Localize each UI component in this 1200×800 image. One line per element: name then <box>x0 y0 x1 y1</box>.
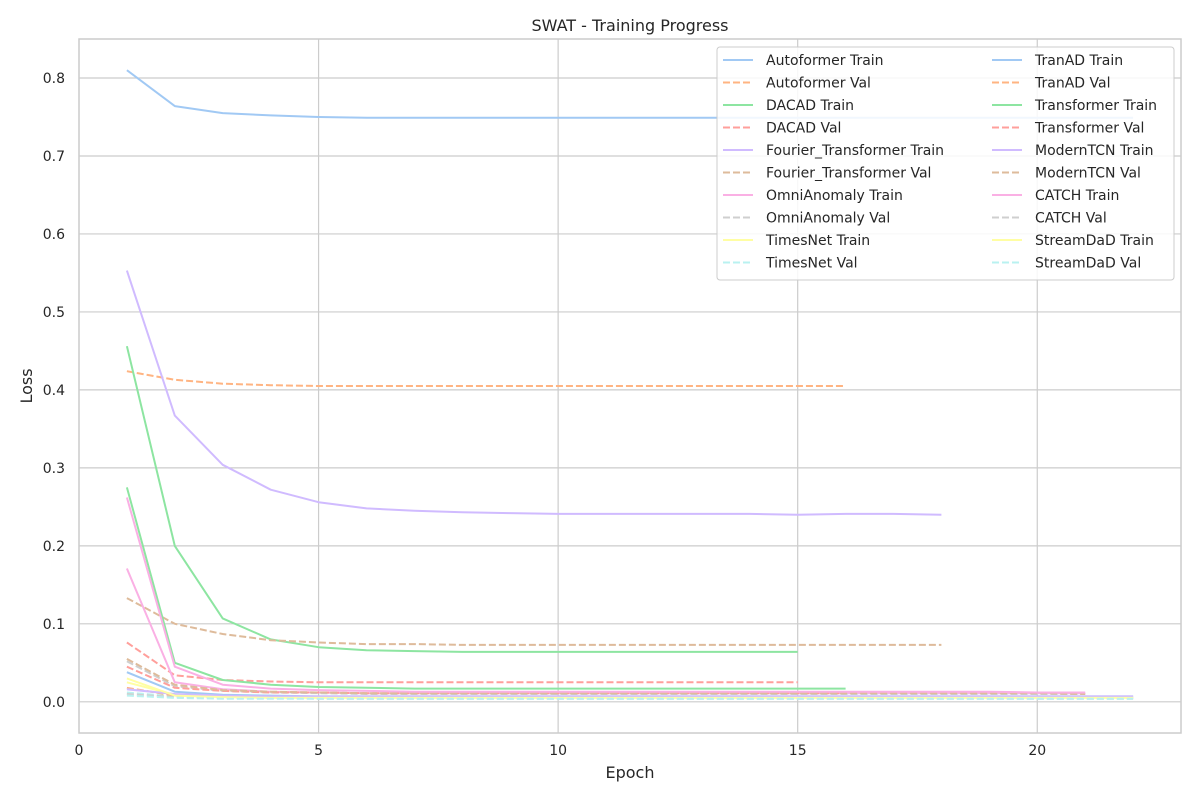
y-axis-title: Loss <box>17 368 36 403</box>
legend-label: ModernTCN Train <box>1035 143 1154 159</box>
legend-label: TranAD Val <box>1034 76 1110 92</box>
x-axis-title: Epoch <box>606 763 655 782</box>
legend-label: OmniAnomaly Train <box>766 188 903 204</box>
legend-label: Fourier_Transformer Val <box>766 166 931 182</box>
legend-label: Fourier_Transformer Train <box>766 143 944 159</box>
series-line-transformer-train <box>125 487 846 690</box>
y-tick-label: 0.5 <box>43 305 65 321</box>
series-line-dacad-train <box>125 345 798 653</box>
x-tick-label: 20 <box>1028 743 1046 759</box>
series-line-moderntcn-val <box>126 658 1086 695</box>
legend-label: OmniAnomaly Val <box>766 211 890 227</box>
legend-label: Autoformer Val <box>766 76 871 92</box>
y-tick-label: 0.1 <box>43 617 65 633</box>
series-line-catch-train <box>125 497 1086 694</box>
legend-label: TimesNet Val <box>765 256 858 272</box>
legend-label: DACAD Val <box>766 121 841 137</box>
y-tick-label: 0.2 <box>43 539 65 555</box>
x-tick-label: 10 <box>549 743 567 759</box>
legend: Autoformer Train Autoformer Val DACAD Trai… <box>716 46 1175 281</box>
y-tick-label: 0.8 <box>43 71 65 87</box>
plot-area-frame <box>78 38 1182 734</box>
legend-label: Transformer Train <box>1034 98 1157 114</box>
y-tick-label: 0.0 <box>43 695 65 711</box>
legend-label: DACAD Train <box>766 98 854 114</box>
legend-label: StreamDaD Train <box>1035 233 1154 249</box>
series-line-omnianomaly-train <box>125 568 1086 695</box>
legend-label: CATCH Train <box>1035 188 1119 204</box>
legend-label: StreamDaD Val <box>1035 256 1141 272</box>
series-line-streamdad-val <box>126 694 1134 700</box>
legend-box <box>716 46 1175 281</box>
series-line-moderntcn-train <box>126 688 1134 698</box>
series-line-dacad-val <box>126 641 798 684</box>
legend-label: TimesNet Train <box>765 233 870 249</box>
x-tick-label: 5 <box>314 743 323 759</box>
series-lines <box>125 69 1134 700</box>
legend-label: Autoformer Train <box>766 53 884 69</box>
y-tick-label: 0.6 <box>43 227 65 243</box>
series-line-fourier-transformer-val <box>126 597 942 646</box>
y-tick-label: 0.7 <box>43 149 65 165</box>
x-tick-label: 0 <box>75 743 84 759</box>
y-tick-label: 0.4 <box>43 383 65 399</box>
x-tick-labels: 0 5 10 15 20 <box>75 743 1047 759</box>
series-line-fourier-transformer-train <box>125 270 942 516</box>
x-tick-label: 15 <box>789 743 807 759</box>
legend-label: TranAD Train <box>1034 53 1123 69</box>
chart-title: SWAT - Training Progress <box>531 16 728 35</box>
legend-label: ModernTCN Val <box>1035 166 1141 182</box>
y-tick-labels: 0.0 0.1 0.2 0.3 0.4 0.5 0.6 0.7 0.8 <box>43 71 65 711</box>
legend-label: Transformer Val <box>1034 121 1144 137</box>
legend-label: CATCH Val <box>1035 211 1107 227</box>
y-tick-label: 0.3 <box>43 461 65 477</box>
series-line-autoformer-val <box>126 370 846 387</box>
